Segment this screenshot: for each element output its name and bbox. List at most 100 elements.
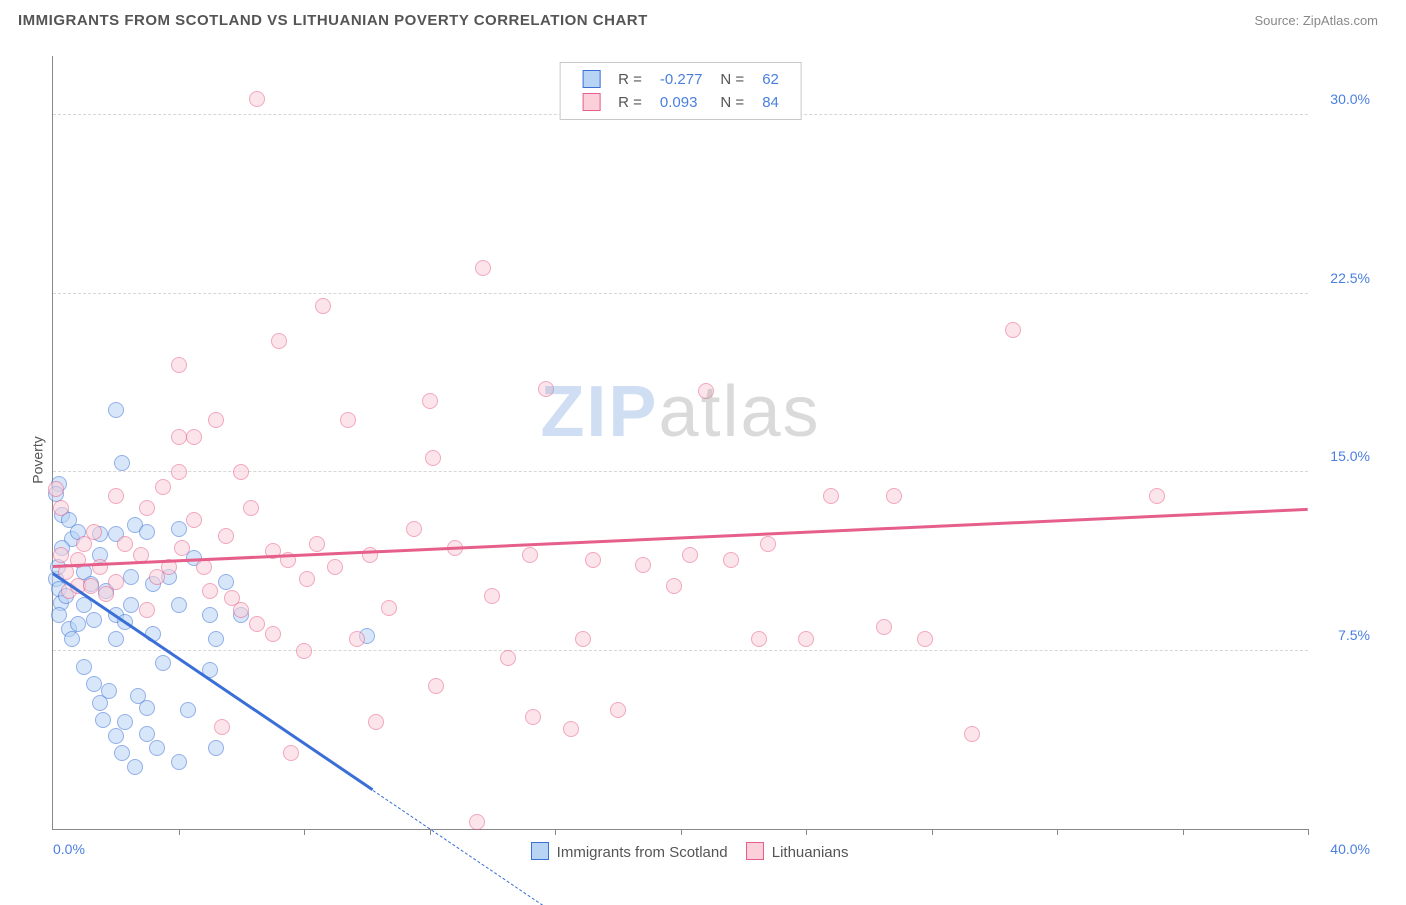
data-point bbox=[123, 597, 139, 613]
y-tick-label: 22.5% bbox=[1330, 270, 1370, 286]
data-point bbox=[86, 524, 102, 540]
data-point bbox=[233, 602, 249, 618]
data-point bbox=[114, 745, 130, 761]
data-point bbox=[171, 429, 187, 445]
legend-n-label: N = bbox=[712, 69, 752, 90]
x-tick bbox=[1183, 829, 1184, 835]
data-point bbox=[283, 745, 299, 761]
data-point bbox=[171, 464, 187, 480]
data-point bbox=[406, 521, 422, 537]
x-tick bbox=[555, 829, 556, 835]
data-point bbox=[760, 536, 776, 552]
data-point bbox=[538, 381, 554, 397]
y-axis-label: Poverty bbox=[30, 436, 46, 483]
chart-container: Poverty ZIPatlas R =-0.277N =62R =0.093N… bbox=[18, 48, 1378, 872]
data-point bbox=[798, 631, 814, 647]
data-point bbox=[381, 600, 397, 616]
data-point bbox=[208, 631, 224, 647]
data-point bbox=[155, 655, 171, 671]
data-point bbox=[265, 626, 281, 642]
data-point bbox=[368, 714, 384, 730]
data-point bbox=[186, 429, 202, 445]
data-point bbox=[422, 393, 438, 409]
x-tick bbox=[304, 829, 305, 835]
data-point bbox=[349, 631, 365, 647]
data-point bbox=[610, 702, 626, 718]
y-tick-label: 7.5% bbox=[1338, 627, 1370, 643]
x-axis-max-label: 40.0% bbox=[1330, 841, 1370, 857]
data-point bbox=[635, 557, 651, 573]
legend-r-label: R = bbox=[610, 92, 650, 113]
legend-r-label: R = bbox=[610, 69, 650, 90]
data-point bbox=[83, 578, 99, 594]
series-legend: Immigrants from Scotland Lithuanians bbox=[53, 842, 1308, 861]
data-point bbox=[525, 709, 541, 725]
data-point bbox=[123, 569, 139, 585]
data-point bbox=[174, 540, 190, 556]
legend-row: R =-0.277N =62 bbox=[574, 69, 787, 90]
y-tick-label: 30.0% bbox=[1330, 91, 1370, 107]
data-point bbox=[86, 676, 102, 692]
legend-n-label: N = bbox=[712, 92, 752, 113]
data-point bbox=[108, 631, 124, 647]
data-point bbox=[117, 536, 133, 552]
data-point bbox=[171, 357, 187, 373]
data-point bbox=[823, 488, 839, 504]
data-point bbox=[208, 412, 224, 428]
legend-swatch bbox=[746, 842, 764, 860]
x-tick bbox=[681, 829, 682, 835]
data-point bbox=[139, 602, 155, 618]
data-point bbox=[139, 524, 155, 540]
data-point bbox=[76, 659, 92, 675]
data-point bbox=[171, 754, 187, 770]
data-point bbox=[296, 643, 312, 659]
data-point bbox=[917, 631, 933, 647]
data-point bbox=[202, 583, 218, 599]
data-point bbox=[218, 574, 234, 590]
data-point bbox=[139, 700, 155, 716]
data-point bbox=[309, 536, 325, 552]
data-point bbox=[114, 455, 130, 471]
data-point bbox=[666, 578, 682, 594]
data-point bbox=[315, 298, 331, 314]
data-point bbox=[575, 631, 591, 647]
data-point bbox=[886, 488, 902, 504]
data-point bbox=[171, 521, 187, 537]
trend-line bbox=[53, 508, 1308, 568]
data-point bbox=[117, 714, 133, 730]
data-point bbox=[108, 402, 124, 418]
data-point bbox=[149, 740, 165, 756]
legend-swatch bbox=[531, 842, 549, 860]
data-point bbox=[108, 728, 124, 744]
correlation-legend: R =-0.277N =62R =0.093N =84 bbox=[559, 62, 802, 120]
data-point bbox=[53, 547, 69, 563]
data-point bbox=[139, 726, 155, 742]
data-point bbox=[53, 500, 69, 516]
data-point bbox=[249, 91, 265, 107]
data-point bbox=[48, 481, 64, 497]
x-tick bbox=[1057, 829, 1058, 835]
legend-r-value: 0.093 bbox=[652, 92, 711, 113]
data-point bbox=[1005, 322, 1021, 338]
data-point bbox=[428, 678, 444, 694]
data-point bbox=[751, 631, 767, 647]
legend-series-name: Lithuanians bbox=[768, 844, 849, 861]
watermark: ZIPatlas bbox=[540, 371, 820, 453]
data-point bbox=[271, 333, 287, 349]
data-point bbox=[522, 547, 538, 563]
data-point bbox=[964, 726, 980, 742]
data-point bbox=[51, 607, 67, 623]
x-tick bbox=[1308, 829, 1309, 835]
legend-row: R =0.093N =84 bbox=[574, 92, 787, 113]
data-point bbox=[876, 619, 892, 635]
data-point bbox=[186, 512, 202, 528]
x-tick bbox=[932, 829, 933, 835]
data-point bbox=[469, 814, 485, 830]
data-point bbox=[139, 500, 155, 516]
data-point bbox=[500, 650, 516, 666]
data-point bbox=[425, 450, 441, 466]
data-point bbox=[682, 547, 698, 563]
x-tick bbox=[179, 829, 180, 835]
legend-r-value: -0.277 bbox=[652, 69, 711, 90]
data-point bbox=[127, 759, 143, 775]
